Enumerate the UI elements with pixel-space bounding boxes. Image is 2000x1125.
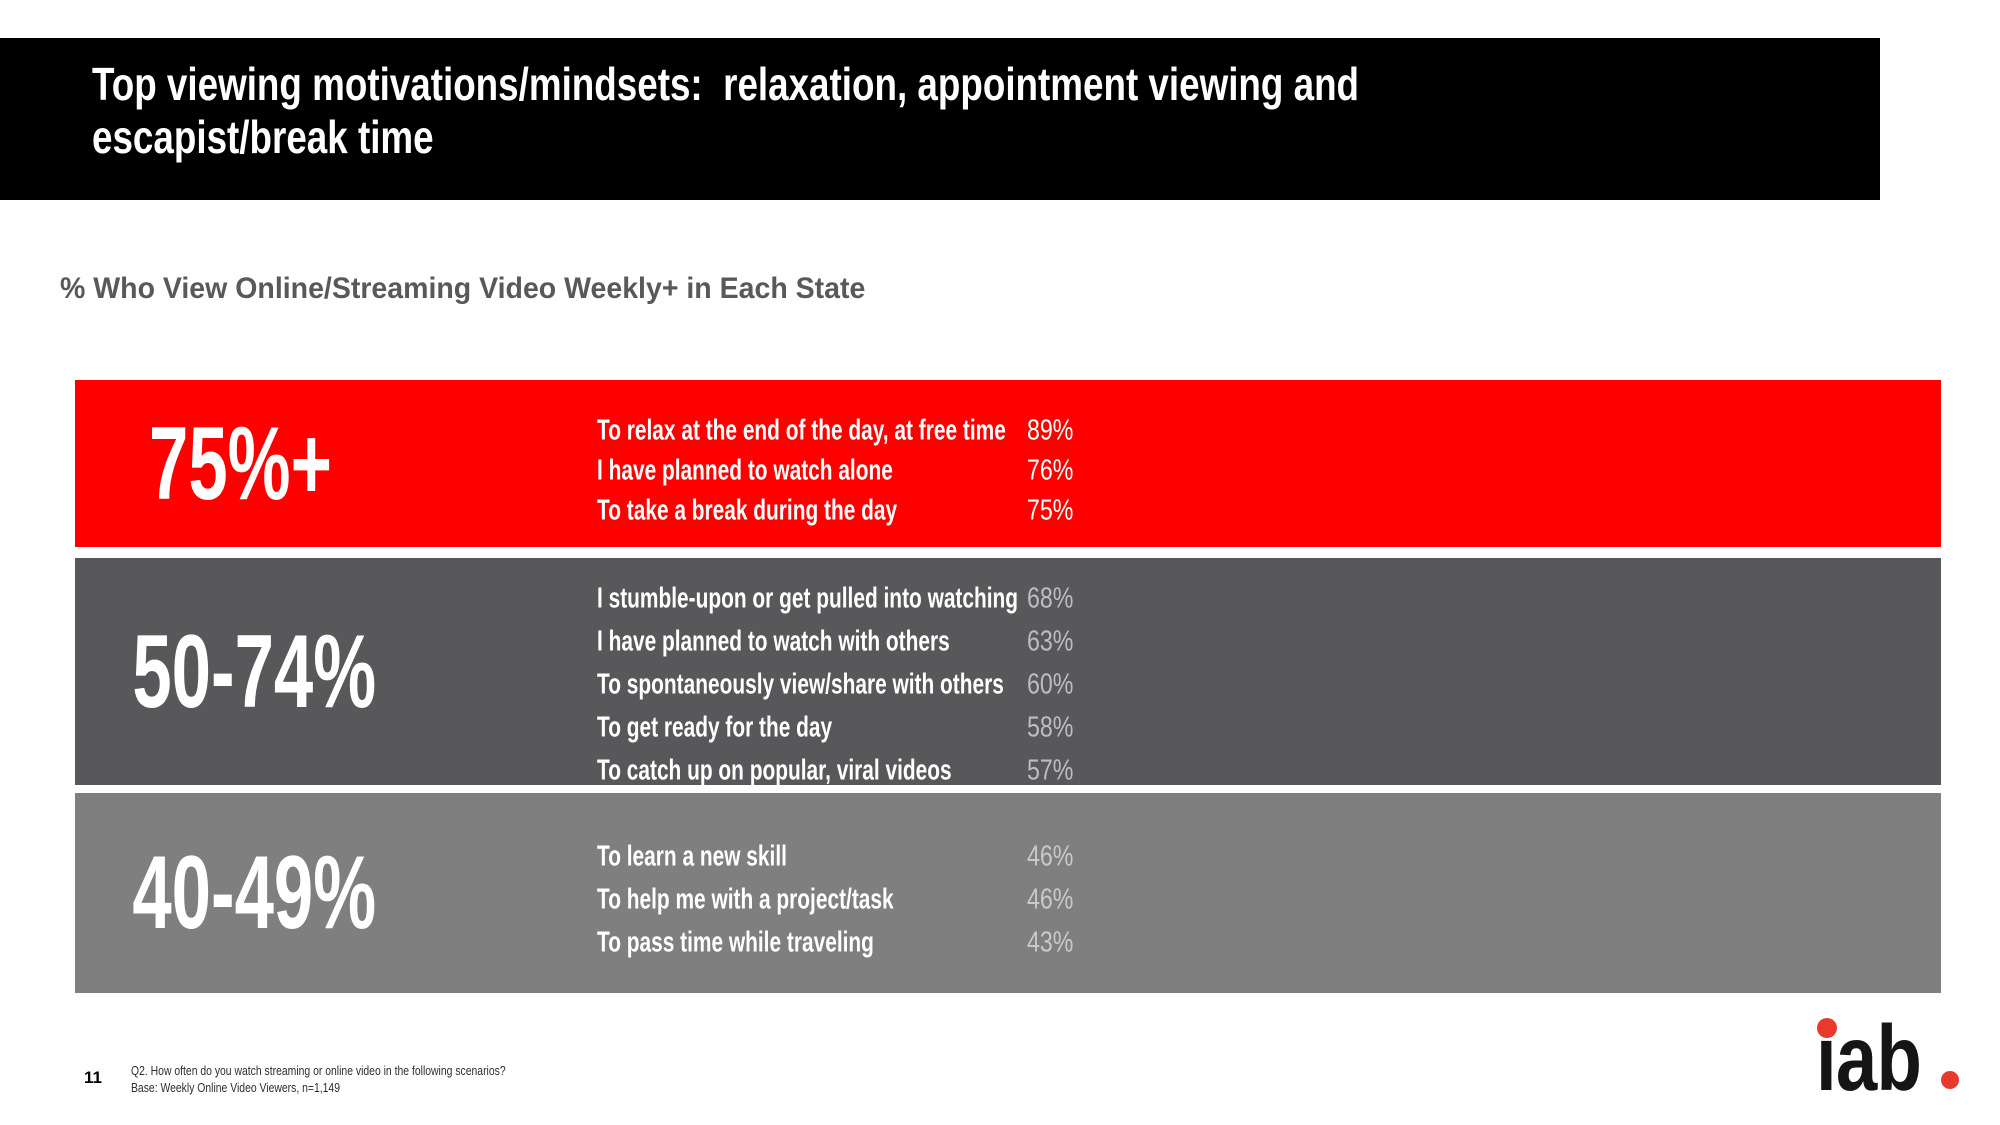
range-label-75-plus: 75%+ (148, 405, 332, 522)
motivation-value: 63% (1027, 625, 1074, 657)
motivation-value: 89% (1027, 414, 1074, 447)
motivation-label: To pass time while traveling (597, 926, 874, 958)
motivation-label: To catch up on popular, viral videos (597, 754, 952, 786)
motivation-value: 43% (1027, 926, 1074, 958)
page-title: Top viewing motivations/mindsets: relaxa… (92, 58, 1676, 164)
iab-logo-red-period-icon (1941, 1071, 1959, 1089)
footnote: Q2. How often do you watch streaming or … (131, 1062, 599, 1096)
footnote-line-2: Base: Weekly Online Video Viewers, n=1,1… (131, 1080, 340, 1095)
motivation-label: To learn a new skill (597, 840, 787, 872)
motivation-label: To help me with a project/task (597, 883, 894, 915)
band-50-74: 50-74% I stumble-upon or get pulled into… (75, 558, 1941, 786)
motivation-value: 46% (1027, 883, 1074, 915)
motivation-label: To take a break during the day (597, 494, 898, 527)
page-title-line-1: Top viewing motivations/mindsets: relaxa… (92, 58, 1360, 110)
iab-logo: iab (1816, 1012, 1976, 1105)
motivation-label: I stumble-upon or get pulled into watchi… (597, 582, 1019, 614)
range-label-50-74: 50-74% (132, 613, 377, 730)
motivation-value: 60% (1027, 668, 1074, 700)
motivation-label: I have planned to watch alone (597, 454, 893, 487)
page-number: 11 (84, 1068, 102, 1087)
motivation-label: To get ready for the day (597, 711, 833, 743)
motivation-label: To relax at the end of the day, at free … (597, 414, 1006, 447)
motivation-value: 46% (1027, 840, 1074, 872)
motivation-value: 57% (1027, 754, 1074, 786)
footnote-line-1: Q2. How often do you watch streaming or … (131, 1063, 506, 1078)
motivation-value: 76% (1027, 454, 1074, 487)
motivation-value: 58% (1027, 711, 1074, 743)
chart-subtitle: % Who View Online/Streaming Video Weekly… (60, 272, 866, 305)
motivation-label: To spontaneously view/share with others (597, 668, 1004, 700)
band-75-plus: 75%+ To relax at the end of the day, at … (75, 380, 1941, 547)
range-label-40-49: 40-49% (132, 835, 377, 951)
title-banner: Top viewing motivations/mindsets: relaxa… (0, 38, 1880, 200)
motivation-value: 68% (1027, 582, 1074, 614)
iab-logo-red-i-dot-icon (1817, 1018, 1837, 1038)
motivation-label: I have planned to watch with others (597, 625, 950, 657)
band-40-49: 40-49% To learn a new skill 46% To help me… (75, 793, 1941, 993)
page-title-line-2: escapist/break time (92, 111, 434, 163)
motivation-value: 75% (1027, 494, 1074, 527)
